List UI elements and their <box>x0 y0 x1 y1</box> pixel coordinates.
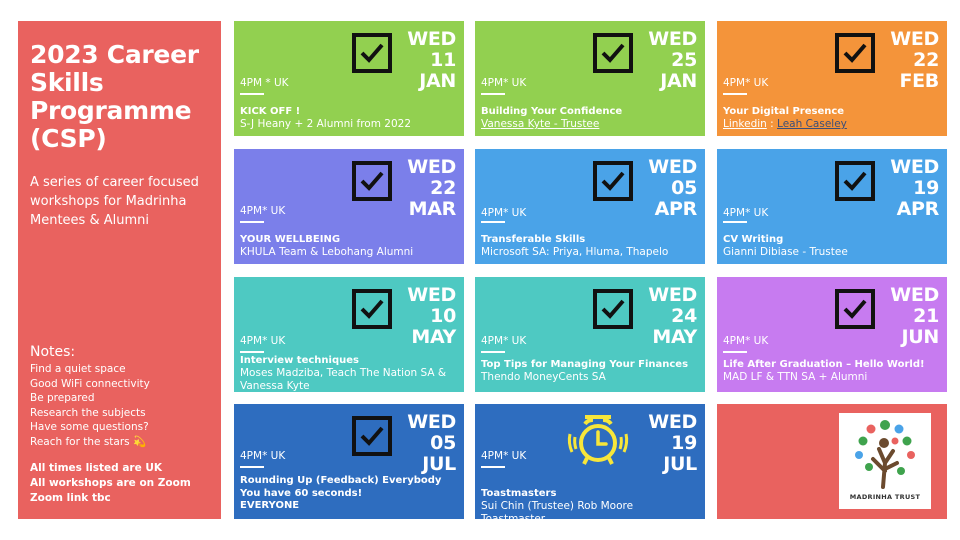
linkedin-link[interactable]: Linkedin <box>723 118 767 130</box>
session-title: Your Digital Presence <box>723 106 845 117</box>
session-title: CV Writing <box>723 234 784 245</box>
session-time: 4PM* UK <box>723 77 769 89</box>
session-tile-jan-11: WED 11 JAN 4PM * UK KICK OFF ! S-J Heany +… <box>234 21 464 136</box>
note-item: Good WiFi connectivity <box>30 377 150 390</box>
note-item: Have some questions? <box>30 421 149 434</box>
session-time: 4PM* UK <box>481 207 527 219</box>
divider <box>723 221 747 223</box>
session-date: WED 05 APR <box>648 156 697 220</box>
session-tile-jan-25: WED 25 JAN 4PM* UK Building Your Confidenc… <box>475 21 705 136</box>
divider <box>240 466 264 468</box>
divider <box>723 93 747 95</box>
session-title: Transferable Skills <box>481 234 586 245</box>
session-time: 4PM* UK <box>723 207 769 219</box>
tree-icon <box>855 420 915 489</box>
session-tile-may-10: WED 10 MAY 4PM* UK Interview techniques Mo… <box>234 277 464 392</box>
checkbox-checked-icon <box>835 161 875 201</box>
session-speakers: Gianni Dibiase - Trustee <box>723 246 848 258</box>
session-time: 4PM* UK <box>481 77 527 89</box>
session-title: Life After Graduation – Hello World! <box>723 359 925 370</box>
speaker-link[interactable]: Vanessa Kyte - Trustee <box>481 118 600 130</box>
checkbox-checked-icon <box>593 33 633 73</box>
session-time: 4PM* UK <box>481 335 527 347</box>
checkbox-checked-icon <box>352 289 392 329</box>
session-time: 4PM* UK <box>723 335 769 347</box>
session-time: 4PM* UK <box>240 335 286 347</box>
session-date: WED 24 MAY <box>648 284 697 348</box>
session-time: 4PM * UK <box>240 77 289 89</box>
divider <box>481 466 505 468</box>
session-date: WED 21 JUN <box>890 284 939 348</box>
session-date: WED 11 JAN <box>407 28 456 92</box>
note-item: Research the subjects <box>30 406 146 419</box>
session-tile-apr-05: WED 05 APR 4PM* UK Transferable Skills Mic… <box>475 149 705 264</box>
session-tile-apr-19: WED 19 APR 4PM* UK CV Writing Gianni Dibia… <box>717 149 947 264</box>
note-item: Reach for the stars 💫 <box>30 435 147 448</box>
programme-title: 2023 Career Skills Programme (CSP) <box>30 40 199 153</box>
checkbox-checked-icon <box>352 161 392 201</box>
session-title: Top Tips for Managing Your Finances <box>481 359 689 370</box>
session-speakers: Vanessa Kyte - Trustee <box>481 118 699 131</box>
session-speakers: Linkedin : Leah Caseley <box>723 118 941 131</box>
logo-text: MADRINHA TRUST <box>849 493 921 501</box>
session-title: KICK OFF ! <box>240 106 301 117</box>
session-tile-mar-22: WED 22 MAR 4PM* UK YOUR WELLBEING KHULA Te… <box>234 149 464 264</box>
alarm-clock-icon <box>567 415 629 465</box>
session-speakers: Moses Madziba, Teach The Nation SA & Van… <box>240 367 447 392</box>
times-line: All times listed are UK <box>30 462 163 474</box>
checkbox-checked-icon <box>593 289 633 329</box>
note-item: Be prepared <box>30 392 95 405</box>
notes-list: Find a quiet space Good WiFi connectivit… <box>30 362 150 450</box>
session-tile-feb-22: WED 22 FEB 4PM* UK Your Digital Presence L… <box>717 21 947 136</box>
session-time: 4PM* UK <box>481 450 527 462</box>
divider <box>723 351 747 353</box>
madrinha-trust-logo: MADRINHA TRUST <box>839 413 931 509</box>
note-item: Find a quiet space <box>30 363 126 375</box>
checkbox-checked-icon <box>352 416 392 456</box>
notes-heading: Notes: <box>30 344 76 360</box>
session-title: Rounding Up (Feedback) Everybody You hav… <box>240 475 442 511</box>
divider <box>240 93 264 95</box>
checkbox-checked-icon <box>835 33 875 73</box>
session-speakers: Sui Chin (Trustee) Rob Moore Toastmaster <box>481 500 634 525</box>
session-date: WED 10 MAY <box>407 284 456 348</box>
session-tile-jul-19: WED 19 JUL 4PM* UK Toastmasters Sui Chin (… <box>475 404 705 525</box>
divider <box>481 221 505 223</box>
session-date: WED 22 MAR <box>407 156 456 220</box>
divider <box>481 93 505 95</box>
session-date: WED 25 JAN <box>648 28 697 92</box>
session-title: YOUR WELLBEING <box>240 234 341 245</box>
session-date: WED 05 JUL <box>407 411 456 475</box>
programme-subtitle: A series of career focused workshops for… <box>30 175 199 228</box>
times-info: All times listed are UK All workshops ar… <box>30 461 191 506</box>
session-time: 4PM* UK <box>240 205 286 217</box>
divider <box>481 351 505 353</box>
session-title: Interview techniques <box>240 355 359 366</box>
session-date: WED 19 JUL <box>648 411 697 475</box>
session-speakers: Thendo MoneyCents SA <box>481 371 606 383</box>
session-tile-jun-21: WED 21 JUN 4PM* UK Life After Graduation –… <box>717 277 947 392</box>
times-line: Zoom link tbc <box>30 492 111 504</box>
session-date: WED 22 FEB <box>890 28 939 92</box>
session-date: WED 19 APR <box>890 156 939 220</box>
session-title: Building Your Confidence <box>481 106 623 117</box>
session-tile-jul-05: WED 05 JUL 4PM* UK Rounding Up (Feedback) … <box>234 404 464 519</box>
separator: : <box>766 118 778 130</box>
session-speakers: S-J Heany + 2 Alumni from 2022 <box>240 118 412 130</box>
session-speakers: Microsoft SA: Priya, Hluma, Thapelo <box>481 246 669 258</box>
session-tile-may-24: WED 24 MAY 4PM* UK Top Tips for Managing Y… <box>475 277 705 392</box>
session-speakers: KHULA Team & Lebohang Alumni <box>240 246 414 258</box>
divider <box>240 351 264 353</box>
speaker-link[interactable]: Leah Caseley <box>777 118 847 130</box>
session-time: 4PM* UK <box>240 450 286 462</box>
checkbox-checked-icon <box>352 33 392 73</box>
times-line: All workshops are on Zoom <box>30 477 191 489</box>
programme-sidebar: 2023 Career Skills Programme (CSP) A ser… <box>18 21 221 519</box>
divider <box>240 221 264 223</box>
session-title: Toastmasters <box>481 488 557 499</box>
checkbox-checked-icon <box>835 289 875 329</box>
session-speakers: MAD LF & TTN SA + Alumni <box>723 371 868 383</box>
checkbox-checked-icon <box>593 161 633 201</box>
